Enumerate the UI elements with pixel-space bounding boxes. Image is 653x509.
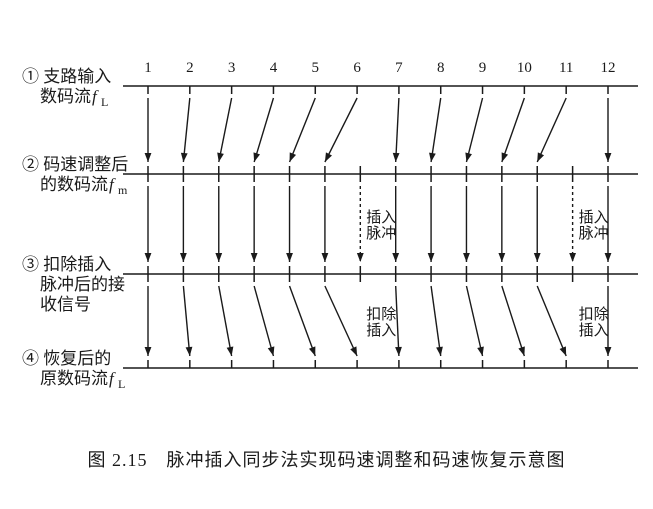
svg-text:数码流: 数码流: [40, 87, 91, 106]
tick-number: 2: [186, 60, 194, 76]
svg-text:的数码流: 的数码流: [40, 175, 108, 194]
tick-number: 3: [228, 60, 236, 76]
tick-number: 5: [312, 60, 320, 76]
svg-text:L: L: [101, 95, 108, 109]
svg-text:插入: 插入: [579, 322, 609, 339]
row-label: ④ 恢复后的: [22, 349, 111, 368]
row-label: ① 支路输入: [22, 67, 111, 86]
tick-number: 8: [437, 60, 445, 76]
row-label: ③ 扣除插入: [22, 255, 111, 274]
svg-text:收信号: 收信号: [40, 295, 91, 314]
tick-number: 1: [144, 60, 152, 76]
svg-text:脉冲: 脉冲: [366, 225, 396, 242]
tick-number: 10: [517, 60, 532, 76]
svg-text:m: m: [118, 183, 128, 197]
tick-number: 12: [601, 60, 616, 76]
svg-text:L: L: [118, 377, 125, 388]
diagram-svg-container: 123456789101112① 支路输入数码流fL② 码速调整后的数码流fm③…: [8, 28, 645, 388]
tick-number: 6: [353, 60, 361, 76]
svg-text:脉冲: 脉冲: [579, 225, 609, 242]
figure-caption: 图 2.15 脉冲插入同步法实现码速调整和码速恢复示意图: [8, 446, 645, 472]
svg-text:f: f: [109, 369, 116, 388]
svg-text:f: f: [109, 175, 116, 194]
row-label: ② 码速调整后: [22, 155, 128, 174]
annotation: 扣除: [579, 306, 609, 323]
tick-number: 9: [479, 60, 487, 76]
svg-text:原数码流: 原数码流: [40, 369, 108, 388]
svg-text:f: f: [92, 87, 99, 106]
svg-text:脉冲后的接: 脉冲后的接: [40, 275, 125, 294]
annotation: 扣除: [366, 306, 396, 323]
tick-number: 11: [559, 60, 573, 76]
svg-text:插入: 插入: [366, 322, 396, 339]
tick-number: 7: [395, 60, 403, 76]
annotation: 插入: [579, 209, 609, 226]
annotation: 插入: [366, 209, 396, 226]
tick-number: 4: [270, 60, 278, 76]
